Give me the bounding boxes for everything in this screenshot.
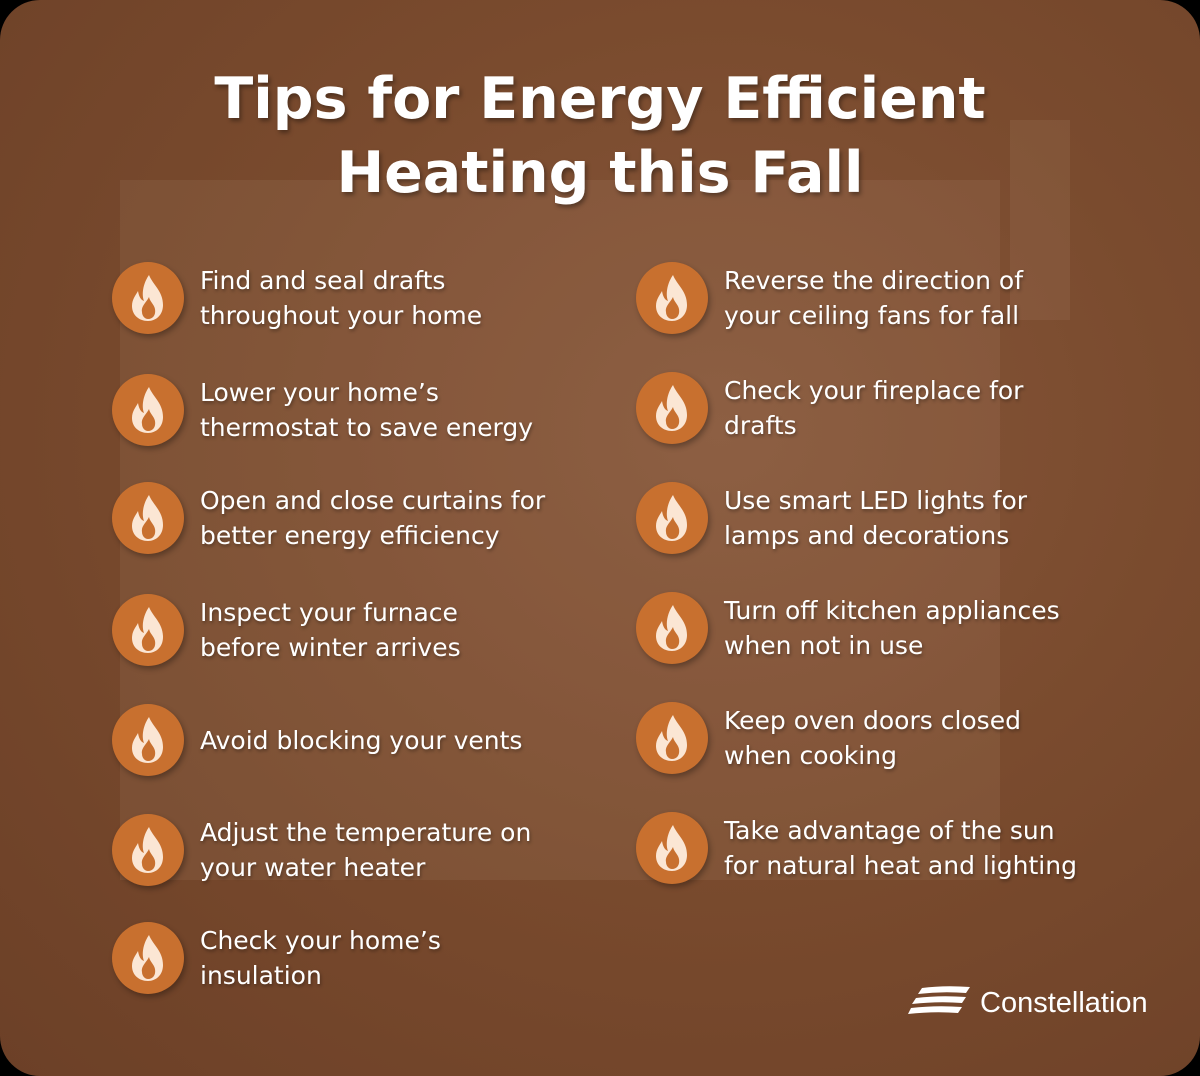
tip-item: Use smart LED lights for lamps and decor… xyxy=(636,482,1027,554)
tip-text: Lower your home’s thermostat to save ene… xyxy=(200,378,534,442)
flame-icon xyxy=(636,592,708,664)
tip-text: Check your fireplace for drafts xyxy=(724,376,1024,440)
constellation-logo: Constellation xyxy=(908,986,1148,1020)
tip-text: Use smart LED lights for lamps and decor… xyxy=(724,486,1028,550)
tip-text: Keep oven doors closed when cooking xyxy=(724,706,1021,770)
flame-icon xyxy=(112,704,184,776)
tip-item: Turn off kitchen appliances when not in … xyxy=(636,592,1060,664)
background-chimney xyxy=(1010,120,1070,320)
tip-text: Avoid blocking your vents xyxy=(200,725,523,755)
flame-icon xyxy=(112,814,184,886)
tip-item: Lower your home’s thermostat to save ene… xyxy=(112,374,533,446)
flame-icon xyxy=(112,374,184,446)
flame-icon xyxy=(636,262,708,334)
tip-item: Check your home’s insulation xyxy=(112,922,441,994)
flame-icon xyxy=(636,482,708,554)
logo-text: Constellation xyxy=(980,986,1148,1019)
logo-wave-icon xyxy=(908,986,970,1014)
flame-icon xyxy=(112,922,184,994)
page-title: Tips for Energy Efficient Heating this F… xyxy=(0,62,1200,210)
tip-item: Keep oven doors closed when cooking xyxy=(636,702,1021,774)
tip-item: Adjust the temperature on your water hea… xyxy=(112,814,531,886)
tip-text: Adjust the temperature on your water hea… xyxy=(200,818,532,882)
title-line-1: Tips for Energy Efficient xyxy=(214,66,986,132)
flame-icon xyxy=(112,482,184,554)
tip-item: Reverse the direction of your ceiling fa… xyxy=(636,262,1023,334)
background-house-image xyxy=(120,180,1000,880)
tip-item: Find and seal drafts throughout your hom… xyxy=(112,262,482,334)
tip-item: Inspect your furnace before winter arriv… xyxy=(112,594,461,666)
tip-text: Turn off kitchen appliances when not in … xyxy=(724,596,1060,660)
tip-text: Take advantage of the sun for natural he… xyxy=(724,816,1077,880)
title-line-2: Heating this Fall xyxy=(336,140,864,206)
flame-icon xyxy=(636,812,708,884)
tip-text: Open and close curtains for better energ… xyxy=(200,486,546,550)
flame-icon xyxy=(112,594,184,666)
flame-icon xyxy=(636,372,708,444)
tip-item: Avoid blocking your vents xyxy=(112,704,522,776)
tip-text: Find and seal drafts throughout your hom… xyxy=(200,266,483,330)
flame-icon xyxy=(636,702,708,774)
tip-item: Take advantage of the sun for natural he… xyxy=(636,812,1077,884)
tip-text: Reverse the direction of your ceiling fa… xyxy=(724,266,1024,330)
tip-item: Open and close curtains for better energ… xyxy=(112,482,545,554)
tip-text: Inspect your furnace before winter arriv… xyxy=(200,598,461,662)
flame-icon xyxy=(112,262,184,334)
tip-text: Check your home’s insulation xyxy=(200,926,441,990)
tip-item: Check your fireplace for drafts xyxy=(636,372,1023,444)
